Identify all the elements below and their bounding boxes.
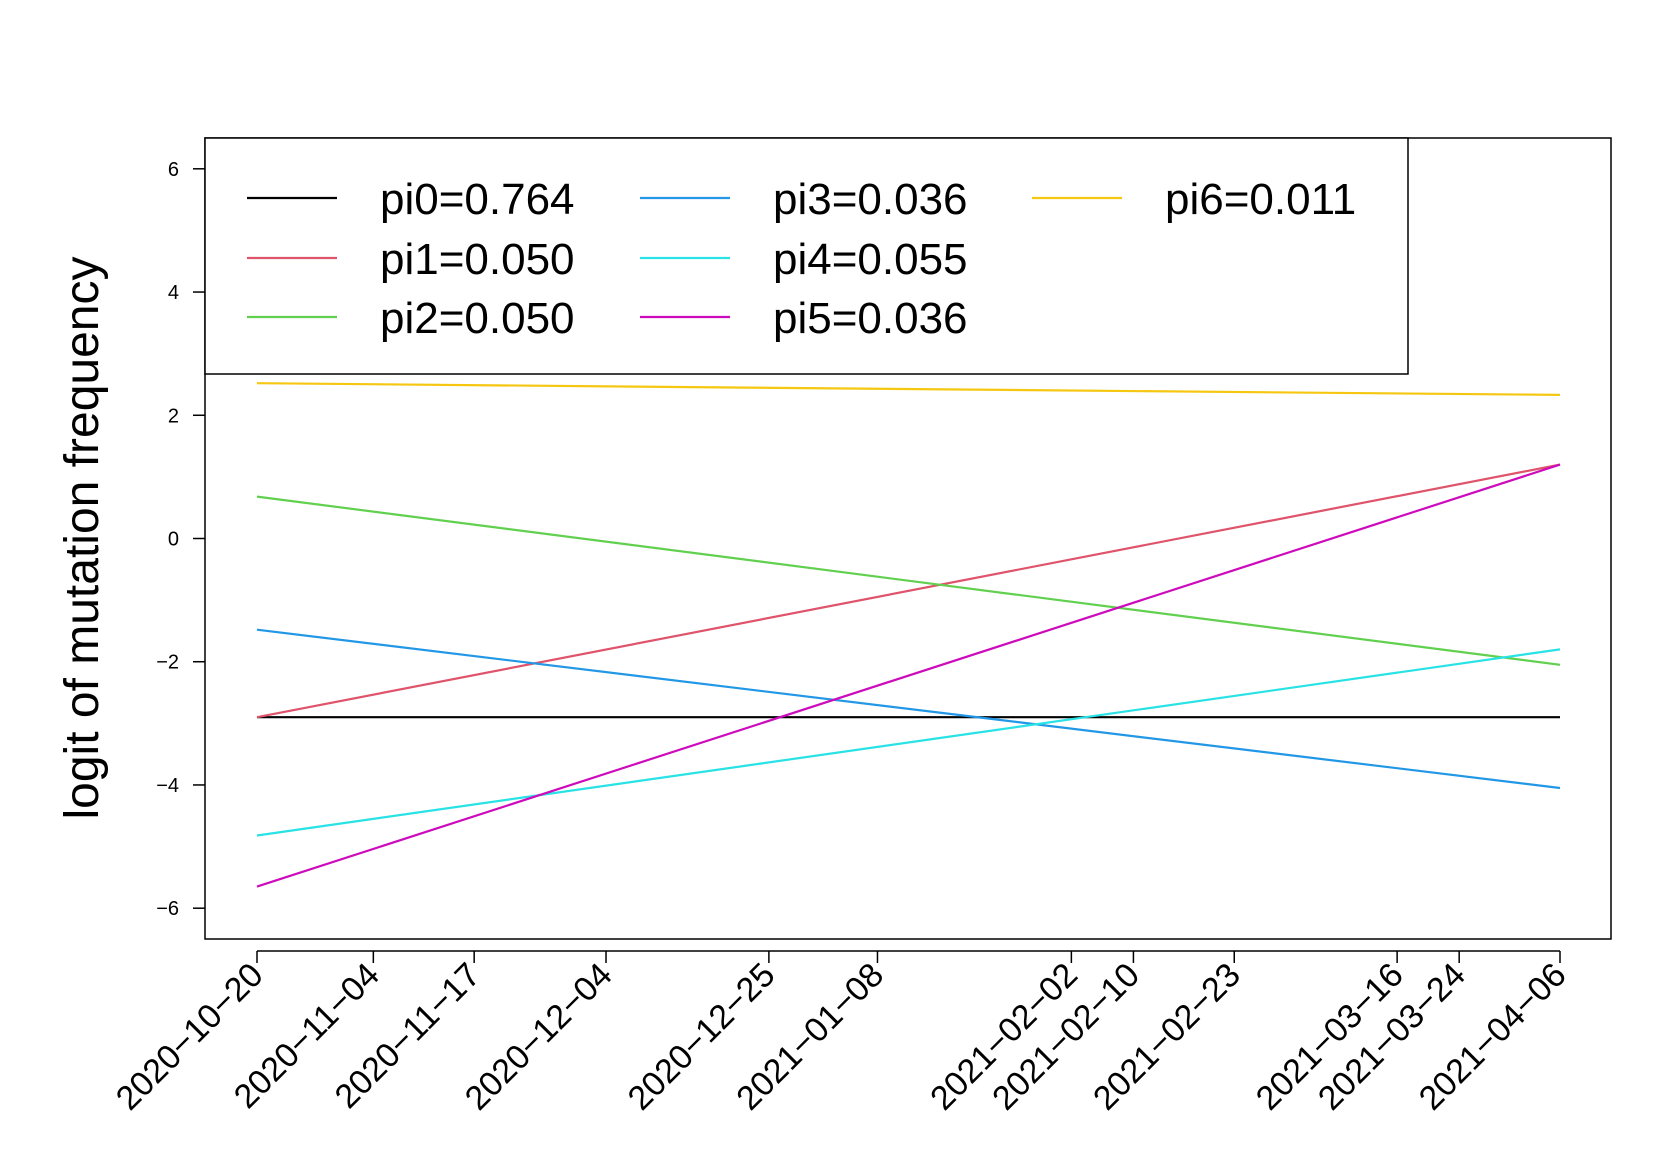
series-line-pi5 <box>256 463 1561 888</box>
legend-item-pi5: pi5=0.036 <box>640 294 968 343</box>
legend-item-pi3: pi3=0.036 <box>640 175 968 224</box>
legend-item-pi6: pi6=0.011 <box>1032 175 1356 224</box>
y-axis: −6 −4 −2 0 2 4 6 <box>156 159 205 920</box>
y-tick-label: 2 <box>168 405 179 427</box>
legend-label: pi4=0.055 <box>773 235 968 284</box>
y-tick-label: −6 <box>156 898 179 920</box>
legend-label: pi3=0.036 <box>773 175 968 224</box>
y-tick-label: 4 <box>168 282 179 304</box>
y-tick-label: 0 <box>168 529 179 551</box>
legend-box <box>204 137 1409 375</box>
series-layer <box>256 382 1561 888</box>
legend-item-pi2: pi2=0.050 <box>247 294 575 343</box>
legend-label: pi5=0.036 <box>773 294 968 343</box>
legend-label: pi2=0.050 <box>380 294 575 343</box>
series-line-pi1 <box>256 463 1561 719</box>
series-line-pi4 <box>256 648 1561 837</box>
legend-label: pi6=0.011 <box>1165 175 1356 224</box>
series-line-pi3 <box>256 628 1561 790</box>
legend-item-pi1: pi1=0.050 <box>247 235 575 284</box>
y-axis-label: logit of mutation frequency <box>56 257 109 820</box>
y-tick-label: 6 <box>168 159 179 181</box>
legend-label: pi1=0.050 <box>380 235 575 284</box>
legend-item-pi0: pi0=0.764 <box>247 175 575 224</box>
y-tick-label: −2 <box>156 652 179 674</box>
series-line-pi6 <box>256 382 1561 396</box>
legend: pi0=0.764 pi1=0.050 pi2=0.050 pi3=0.036 pi4=… <box>204 137 1409 375</box>
legend-item-pi4: pi4=0.055 <box>640 235 968 284</box>
legend-label: pi0=0.764 <box>380 175 575 224</box>
y-tick-label: −4 <box>156 775 179 797</box>
legend-items: pi0=0.764 pi1=0.050 pi2=0.050 pi3=0.036 pi4=… <box>247 175 1356 343</box>
series-line-pi2 <box>256 495 1561 666</box>
